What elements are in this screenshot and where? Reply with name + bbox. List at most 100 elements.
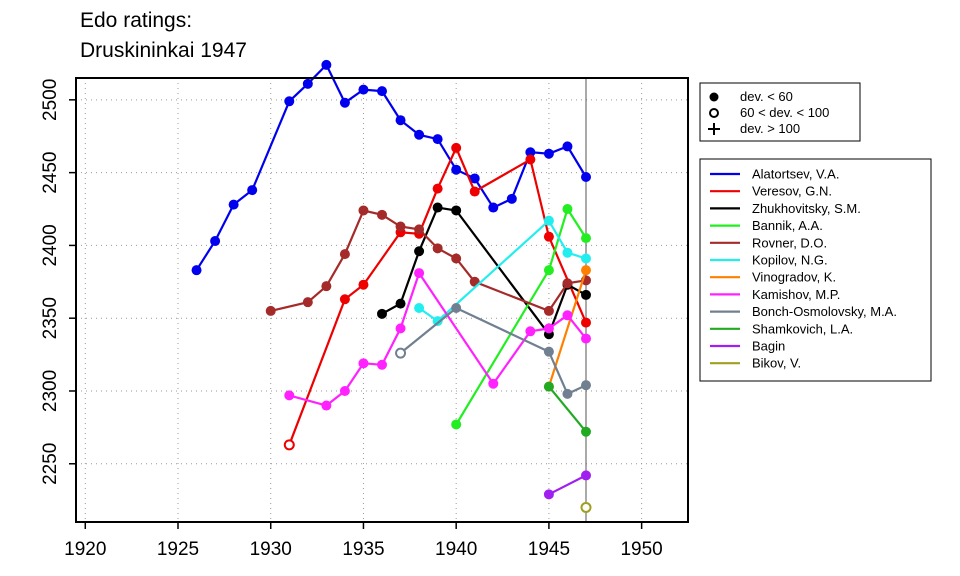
data-point [488, 378, 499, 389]
y-tick-label: 2400 [40, 224, 61, 266]
y-tick-label: 2250 [40, 443, 61, 485]
series-bagin [543, 470, 591, 500]
data-point [562, 247, 573, 258]
marker-legend-item: 60 < dev. < 100 [709, 105, 829, 120]
data-point [543, 323, 554, 334]
x-tick-label: 1935 [342, 539, 384, 560]
data-point [284, 390, 295, 401]
legend-item-kamishov-m-p: Kamishov, M.P. [710, 287, 840, 302]
series-line [289, 270, 587, 407]
legend-item-zhukhovitsky-s-m: Zhukhovitsky, S.M. [710, 201, 861, 216]
data-point [247, 185, 258, 196]
marker-legend-label: 60 < dev. < 100 [740, 105, 829, 120]
data-point [414, 303, 425, 314]
data-point [377, 86, 387, 97]
marker-legend-box [699, 82, 861, 142]
series-alatortsev-v-a [191, 59, 591, 276]
data-point [432, 183, 443, 194]
data-point [228, 199, 239, 210]
legend-item-bonch-osmolovsky-m-a: Bonch-Osmolovsky, M.A. [710, 304, 897, 319]
data-point [339, 385, 350, 396]
series-legend: Alatortsev, V.A. Veresov, G.N. Zhukhovitsk… [699, 158, 932, 382]
data-point [451, 164, 462, 175]
series-kopilov-n-g [414, 215, 591, 327]
data-point [395, 323, 406, 334]
open-circle-icon [709, 108, 719, 118]
data-point [451, 303, 462, 314]
series-line [381, 206, 587, 337]
legend-label: Kamishov, M.P. [752, 287, 840, 302]
marker-legend-label: dev. > 100 [740, 121, 800, 136]
legend-item-bikov-v: Bikov, V. [710, 356, 801, 371]
legend-label: Bikov, V. [752, 356, 801, 371]
data-point [377, 308, 387, 319]
x-tick-label: 1930 [250, 539, 292, 560]
data-point [432, 243, 443, 254]
series-line [455, 206, 587, 426]
data-point [432, 202, 443, 213]
series-bannik-a-a [451, 204, 591, 430]
data-point [581, 333, 591, 344]
legend-label: Kopilov, N.G. [752, 253, 828, 268]
data-point [562, 278, 573, 289]
data-point [395, 298, 406, 309]
data-point [302, 78, 313, 89]
chart-title-line-1: Edo ratings: [80, 9, 193, 32]
data-point [562, 141, 573, 152]
legend-label: Veresov, G.N. [752, 184, 832, 199]
legend-item-vinogradov-k: Vinogradov, K. [710, 270, 836, 285]
data-point [469, 186, 480, 197]
legend-label: Alatortsev, V.A. [752, 167, 839, 182]
legend-item-shamkovich-l-a: Shamkovich, L.A. [710, 321, 853, 336]
data-point-open [283, 439, 295, 451]
data-point [339, 249, 350, 260]
data-point [339, 294, 350, 305]
plot-frame [75, 77, 689, 523]
series-legend-box [699, 158, 932, 382]
data-point [543, 231, 554, 242]
legend-item-kopilov-n-g: Kopilov, N.G. [710, 253, 828, 268]
series-shamkovich-l-a [543, 381, 591, 437]
data-point [562, 310, 573, 321]
data-point [451, 205, 462, 216]
x-tick-label: 1945 [528, 539, 570, 560]
data-point [210, 236, 221, 247]
data-point [265, 305, 276, 316]
legend-label: Bagin [752, 339, 785, 354]
legend-item-rovner-d-o: Rovner, D.O. [710, 235, 827, 250]
data-point [284, 96, 295, 107]
data-point [432, 134, 443, 145]
data-point [562, 204, 573, 215]
legend-label: Rovner, D.O. [752, 235, 827, 250]
data-point [451, 419, 462, 430]
legend-label: Bannik, A.A. [752, 218, 823, 233]
data-point [581, 171, 591, 182]
chart-title-line-2: Druskininkai 1947 [80, 39, 247, 62]
data-point [506, 193, 517, 204]
series-rovner-d-o [265, 205, 591, 316]
data-point [358, 205, 369, 216]
y-tick-label: 2450 [40, 151, 61, 193]
data-point [581, 426, 591, 437]
data-point [395, 221, 406, 232]
data-point [377, 209, 387, 220]
data-point [414, 268, 425, 279]
series-zhukhovitsky-s-m [377, 202, 591, 340]
x-tick-label: 1920 [64, 539, 106, 560]
y-tick-label: 2300 [40, 370, 61, 412]
data-point [525, 154, 536, 165]
data-point [581, 253, 591, 264]
filled-circle-icon [709, 92, 719, 102]
data-point [302, 297, 313, 308]
x-tick-label: 1940 [435, 539, 477, 560]
series-line [548, 474, 587, 496]
data-point [543, 265, 554, 276]
data-point [395, 115, 406, 126]
data-point [543, 381, 554, 392]
series-line [270, 209, 587, 313]
legend-label: Vinogradov, K. [752, 270, 836, 285]
data-point [581, 380, 591, 391]
data-point [543, 148, 554, 159]
data-point [525, 326, 536, 337]
